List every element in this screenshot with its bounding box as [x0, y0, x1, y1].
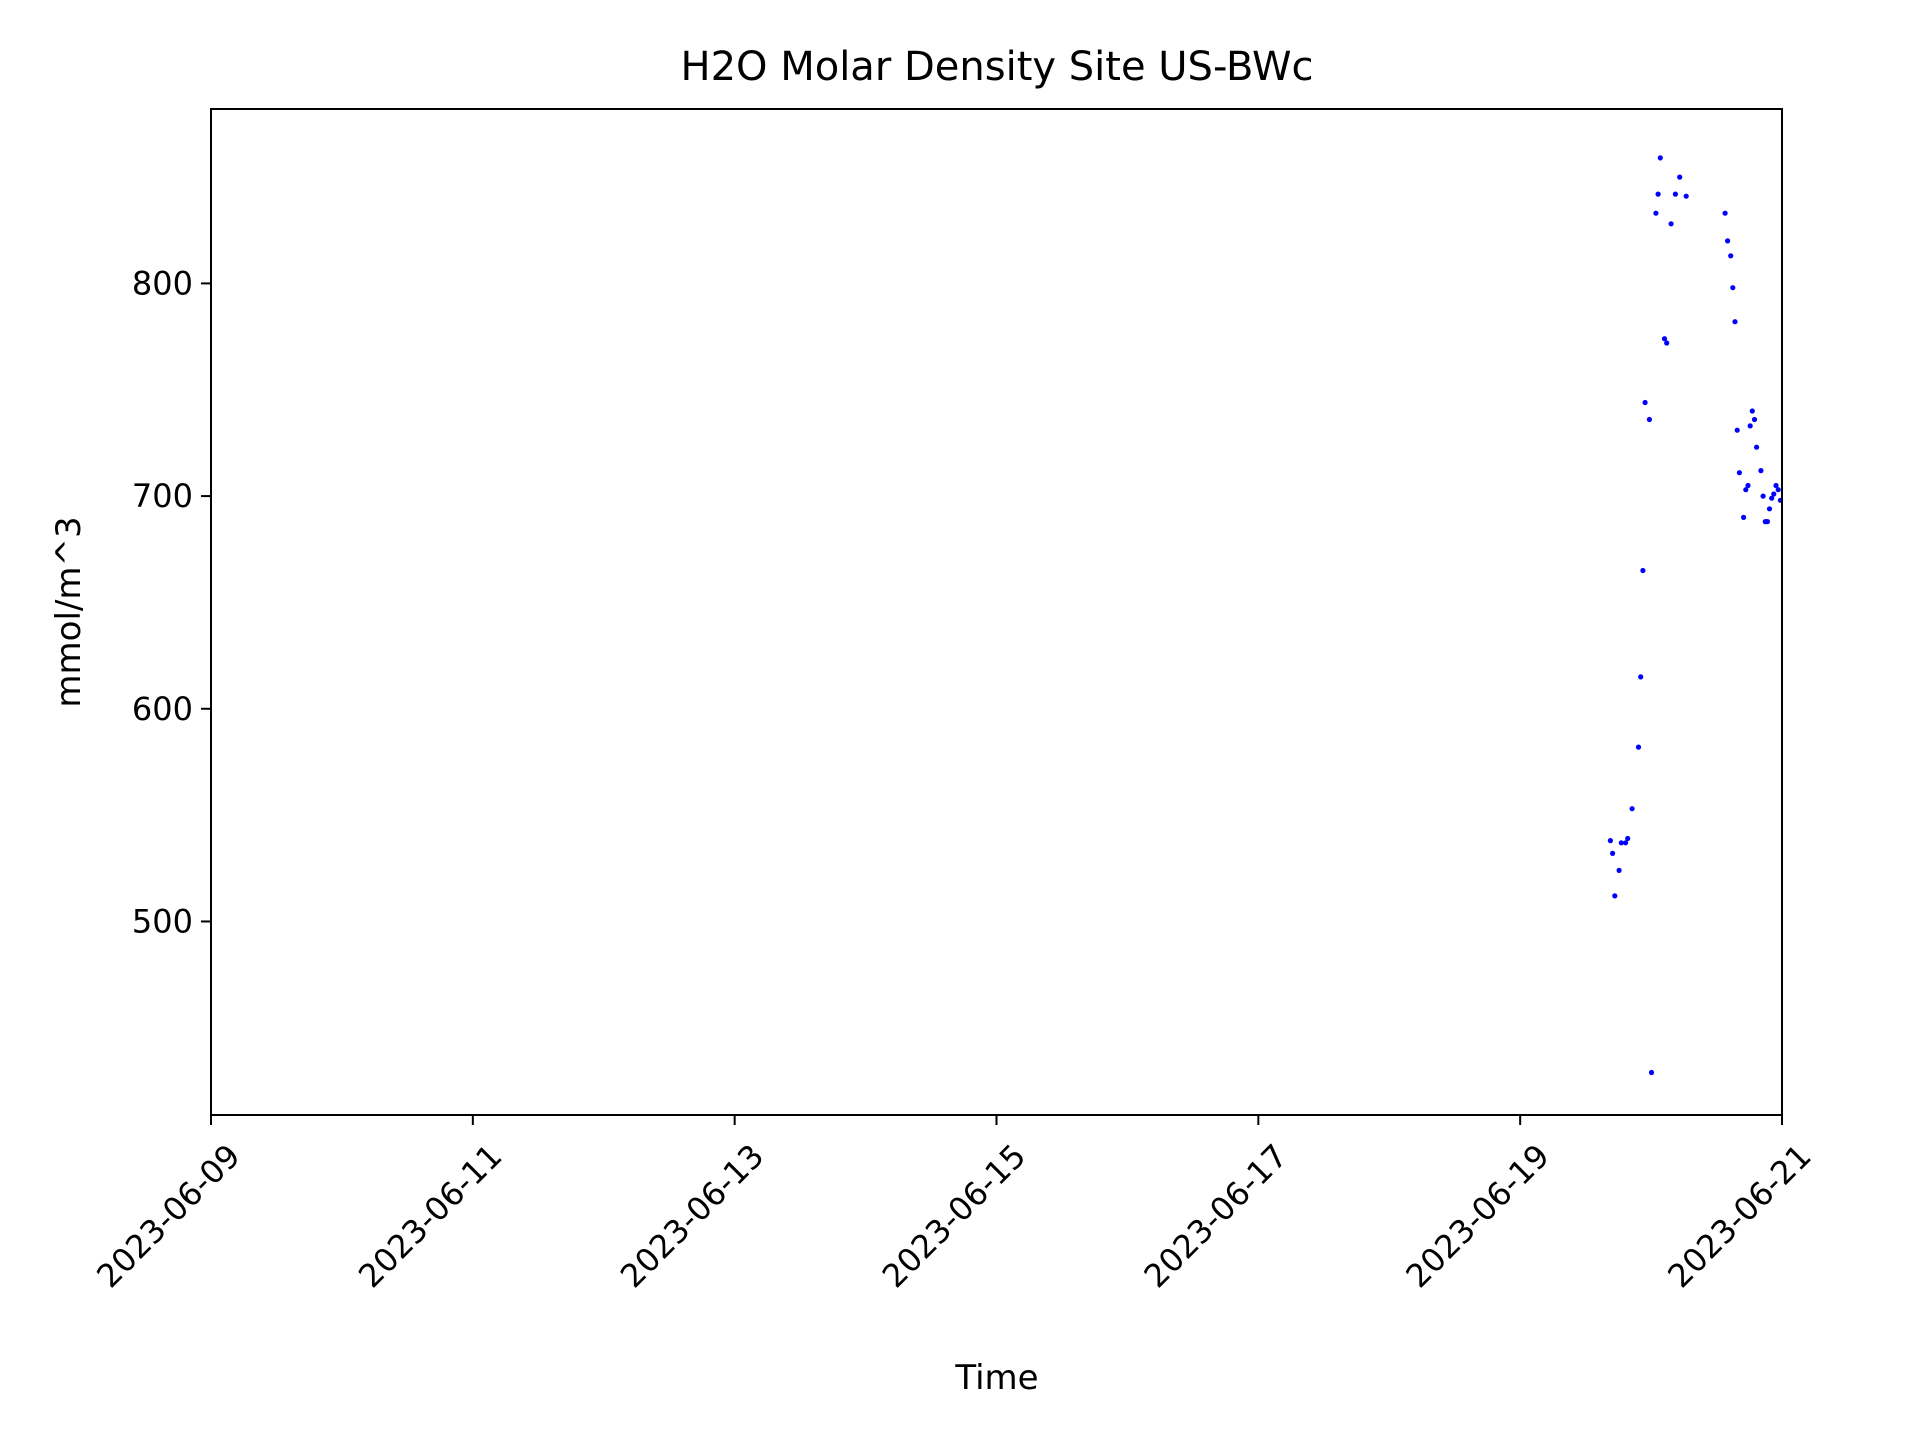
data-point [1625, 835, 1631, 842]
y-tick-label: 700 [132, 477, 193, 515]
data-point [1612, 893, 1618, 899]
data-point [1618, 840, 1624, 846]
data-point [1657, 155, 1663, 161]
data-point [1629, 806, 1635, 812]
data-point [1635, 744, 1642, 750]
data-point [1722, 210, 1728, 216]
y-tick-label: 600 [132, 690, 193, 728]
data-point [1760, 493, 1766, 499]
data-point [1661, 336, 1668, 342]
data-point [1749, 408, 1755, 414]
data-point [1607, 838, 1613, 844]
data-point [1730, 285, 1736, 291]
data-point [1638, 674, 1644, 680]
data-point [1758, 468, 1764, 474]
data-point [1764, 519, 1770, 525]
y-axis: 500 600 700 800 [132, 264, 211, 940]
data-points [1607, 155, 1783, 1076]
data-point [1754, 444, 1760, 450]
data-point [1769, 495, 1775, 501]
data-point [1646, 416, 1652, 423]
data-point [1655, 191, 1661, 197]
data-point [1773, 482, 1779, 489]
data-point [1610, 850, 1616, 857]
data-point [1653, 210, 1659, 216]
data-point [1751, 416, 1758, 423]
data-point [1668, 221, 1674, 227]
data-point [1775, 487, 1781, 493]
data-point [1623, 840, 1629, 846]
data-point [1766, 506, 1773, 512]
chart-title: H2O Molar Density Site US-BWc [680, 44, 1313, 90]
data-point [1728, 253, 1734, 259]
y-tick-label: 500 [132, 902, 193, 940]
x-axis-label: Time [954, 1358, 1038, 1398]
data-point [1677, 174, 1683, 180]
data-point [1672, 191, 1678, 197]
data-point [1734, 427, 1740, 433]
data-point [1771, 491, 1777, 497]
y-tick-label: 800 [132, 264, 193, 302]
data-point [1725, 238, 1731, 244]
data-point [1743, 487, 1749, 493]
data-point [1648, 1069, 1655, 1076]
data-point [1741, 514, 1747, 521]
data-point [1642, 399, 1648, 406]
data-point [1640, 567, 1646, 574]
y-axis-label: mmol/m^3 [49, 516, 89, 707]
data-point [1616, 867, 1622, 874]
data-point [1732, 319, 1738, 325]
data-point [1736, 470, 1742, 476]
data-point [1747, 423, 1753, 429]
data-point [1683, 193, 1689, 199]
data-point [1745, 482, 1751, 489]
data-point [1664, 340, 1670, 346]
